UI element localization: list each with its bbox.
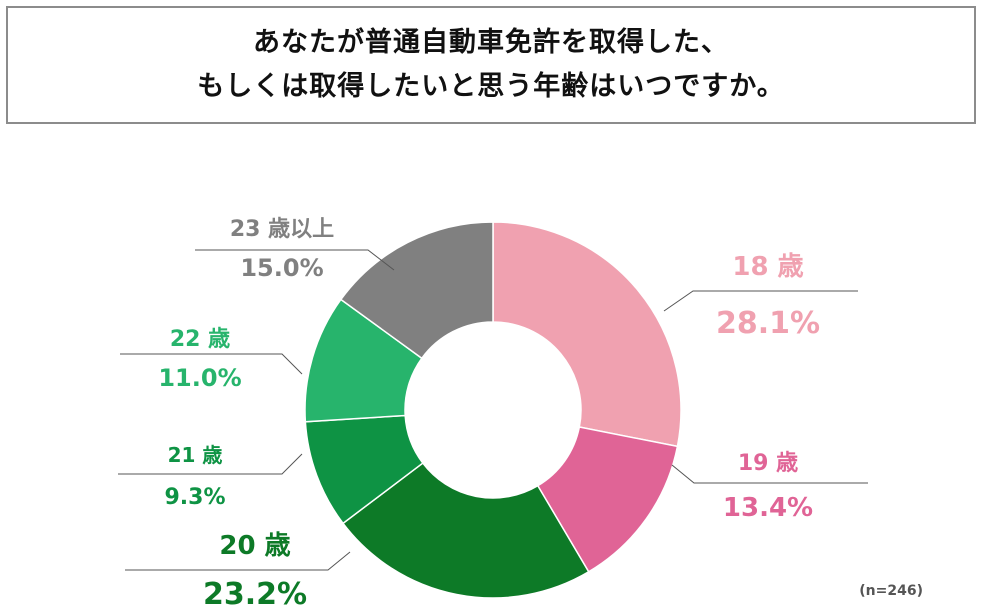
slice-value-label: 11.0%	[158, 364, 241, 392]
slice-category-label: 21 歳	[168, 443, 223, 467]
leader-line	[120, 353, 303, 375]
leader-line	[663, 290, 858, 312]
sample-size-label: (n=246)	[859, 583, 923, 599]
slice-category-label: 23 歳以上	[230, 217, 334, 242]
leader-line	[125, 551, 351, 571]
slice-category-label: 22 歳	[170, 327, 230, 352]
slice-category-label: 18 歳	[732, 252, 803, 282]
slice-value-label: 23.2%	[203, 577, 307, 612]
slice-value-label: 28.1%	[716, 306, 820, 341]
slice-category-label: 19 歳	[738, 451, 798, 476]
slice-value-label: 9.3%	[164, 485, 225, 510]
title-box: あなたが普通自動車免許を取得した、 もしくは取得したいと思う年齢はいつですか。	[6, 6, 976, 124]
donut-slice	[341, 462, 590, 599]
title-line-1: あなたが普通自動車免許を取得した、	[253, 27, 729, 58]
donut-slice	[339, 221, 494, 360]
slice-value-label: 15.0%	[240, 254, 323, 282]
leader-line	[195, 249, 395, 271]
slice-category-label: 20 歳	[219, 531, 290, 561]
donut-slice	[492, 221, 682, 448]
slice-value-label: 13.4%	[723, 493, 813, 523]
title-line-2: もしくは取得したいと思う年齢はいつですか。	[197, 71, 785, 102]
leader-line	[671, 464, 868, 484]
leader-line	[118, 453, 303, 475]
